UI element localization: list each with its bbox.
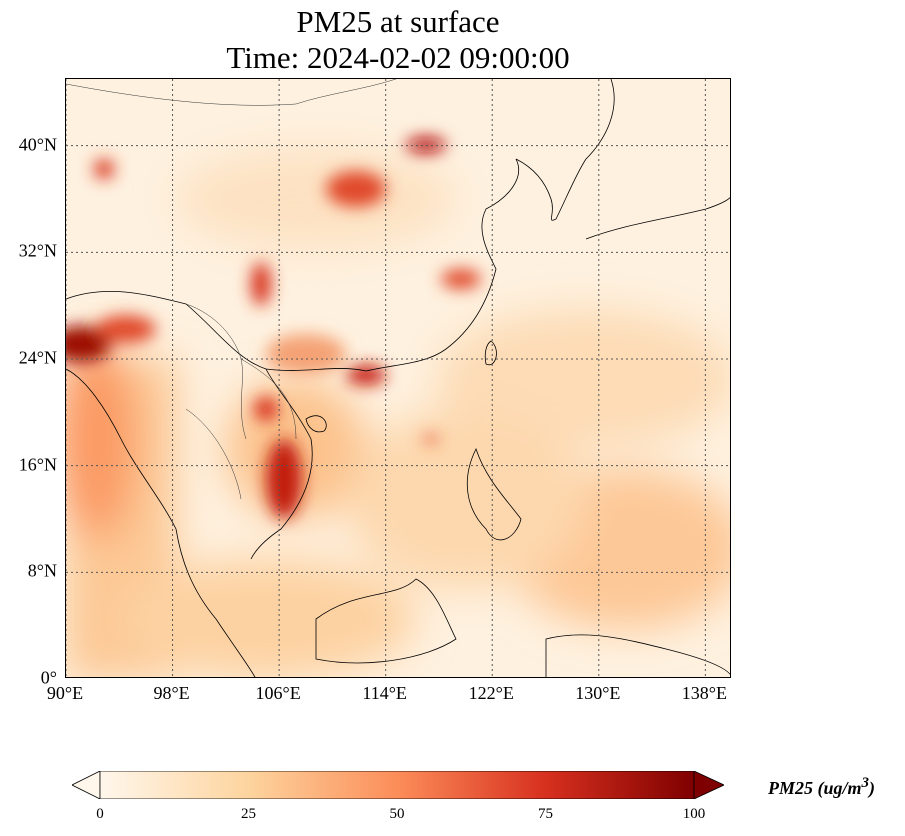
lat-tick-label: 8°N bbox=[27, 560, 57, 581]
lon-tick-label: 106°E bbox=[255, 683, 301, 703]
lon-tick-label: 90°E bbox=[46, 683, 84, 703]
colorbar-tick-label: 0 bbox=[96, 806, 104, 822]
colorbar-extend-max bbox=[693, 771, 724, 799]
chart-title-line1: PM25 at surface bbox=[296, 4, 500, 39]
colorbar-tick-label: 25 bbox=[241, 806, 256, 822]
lat-tick-label: 24°N bbox=[18, 347, 57, 368]
lon-tick-label: 130°E bbox=[575, 683, 621, 703]
colorbar-tick-label: 75 bbox=[538, 806, 553, 822]
map-canvas bbox=[66, 79, 730, 677]
lat-tick-label: 0° bbox=[40, 667, 57, 688]
chart-title-line2: Time: 2024-02-02 09:00:00 bbox=[226, 40, 570, 75]
colorbar bbox=[72, 771, 724, 799]
colorbar-tick-label: 50 bbox=[389, 806, 405, 822]
colorbar-label: PM25 (ug/m3) bbox=[768, 775, 876, 798]
lat-tick-label: 32°N bbox=[18, 240, 57, 261]
lon-tick-label: 98°E bbox=[153, 683, 190, 703]
pm25-hotspots bbox=[66, 137, 481, 519]
colorbar-extend-min bbox=[72, 771, 101, 799]
pm25-map bbox=[65, 78, 731, 678]
lon-tick-label: 122°E bbox=[468, 683, 514, 703]
lon-tick-label: 114°E bbox=[362, 683, 407, 703]
lon-tick-label: 138°E bbox=[681, 683, 727, 703]
lat-tick-label: 40°N bbox=[18, 134, 57, 155]
lat-tick-label: 16°N bbox=[18, 454, 57, 475]
colorbar-gradient bbox=[99, 771, 695, 799]
gridlines bbox=[66, 79, 730, 677]
colorbar-tick-label: 100 bbox=[682, 806, 706, 822]
